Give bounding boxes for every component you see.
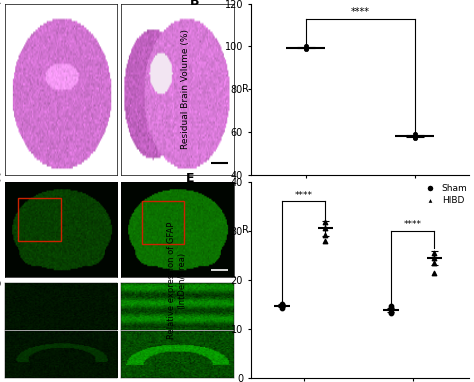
Point bbox=[278, 303, 286, 309]
Point bbox=[430, 260, 438, 266]
Text: D: D bbox=[0, 278, 1, 291]
Text: B: B bbox=[191, 0, 200, 8]
Text: R: R bbox=[243, 84, 249, 94]
Y-axis label: Residual Brain Volume (%): Residual Brain Volume (%) bbox=[182, 29, 191, 149]
Point bbox=[387, 303, 395, 309]
Legend: Sham, HIBD: Sham, HIBD bbox=[421, 184, 467, 205]
Point bbox=[322, 238, 329, 244]
Text: E: E bbox=[186, 172, 194, 185]
Point bbox=[430, 250, 438, 256]
Point bbox=[387, 310, 395, 316]
Point bbox=[302, 43, 310, 49]
Point bbox=[387, 306, 395, 312]
Point bbox=[322, 219, 329, 225]
Point bbox=[278, 305, 286, 311]
Text: Sham: Sham bbox=[47, 195, 75, 205]
Text: Sham: Sham bbox=[47, 288, 75, 299]
Text: R: R bbox=[243, 225, 249, 235]
Point bbox=[411, 135, 419, 141]
Point bbox=[430, 270, 438, 276]
Text: ****: **** bbox=[295, 191, 313, 199]
Point bbox=[411, 131, 419, 137]
Text: ****: **** bbox=[351, 6, 370, 17]
Bar bbox=[18, 198, 61, 241]
Point bbox=[430, 255, 438, 261]
Text: A: A bbox=[0, 0, 1, 6]
Point bbox=[411, 133, 419, 139]
Point bbox=[387, 309, 395, 315]
Point bbox=[302, 45, 310, 51]
Point bbox=[278, 301, 286, 307]
Bar bbox=[142, 201, 184, 244]
Text: HIBD: HIBD bbox=[165, 288, 190, 299]
Y-axis label: Relative expression of GFAP
(IntDen/Area): Relative expression of GFAP (IntDen/Area… bbox=[167, 221, 186, 339]
Text: ****: **** bbox=[404, 220, 421, 229]
Point bbox=[322, 225, 329, 231]
Point bbox=[302, 46, 310, 52]
Text: HIBD: HIBD bbox=[165, 195, 190, 205]
Point bbox=[322, 232, 329, 238]
